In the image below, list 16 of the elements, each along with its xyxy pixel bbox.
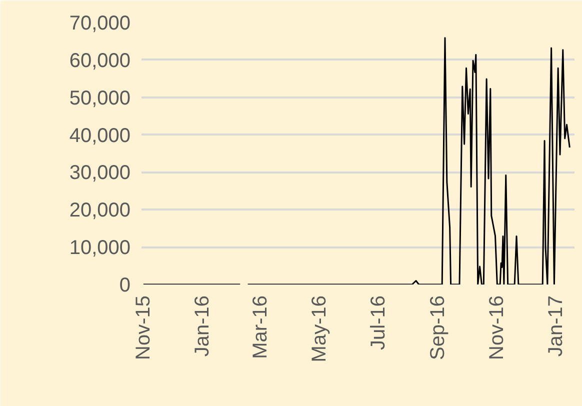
y-tick-label: 40,000 [69,124,130,147]
y-tick-label: 50,000 [69,87,130,110]
x-tick-label: Jan-17 [545,295,568,357]
x-tick-label: May-16 [308,295,330,362]
y-tick-label: 30,000 [69,162,130,184]
y-tick-label: 0 [119,274,130,296]
x-tick-label: Nov-16 [486,295,508,360]
x-tick-label: Jul-16 [367,295,390,350]
y-tick-label: 20,000 [69,200,130,222]
x-tick-label: Sep-16 [427,295,450,360]
x-tick-label: Mar-16 [249,295,272,359]
x-tick-label: Jan-16 [191,295,214,357]
y-tick-label: 70,000 [69,12,130,34]
y-tick-label: 60,000 [69,50,130,72]
x-tick-label: Nov-15 [132,295,154,360]
y-tick-label: 10,000 [69,237,130,260]
